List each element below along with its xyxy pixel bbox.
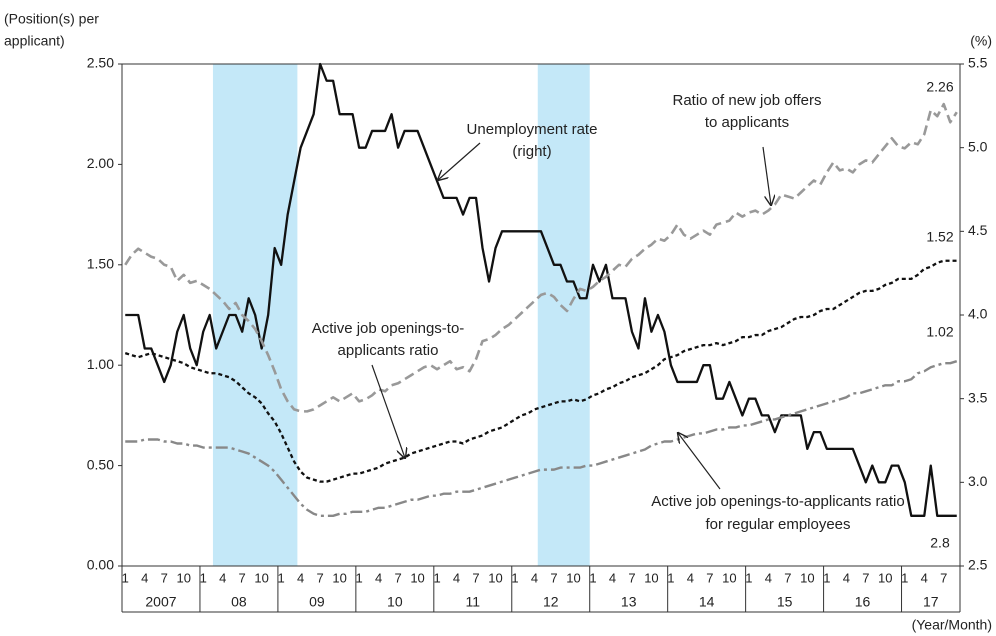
x-tick-label: 7 [317,570,324,585]
series-line [125,62,957,517]
series-annotation: Active job openings-to- [312,320,465,337]
series-line [125,360,958,517]
year-label: 15 [777,594,793,610]
y-tick-label: 2.50 [87,55,114,71]
y-tick-label: 0.50 [87,456,114,472]
y2-tick-label: 2.5 [968,557,988,573]
year-label: 08 [231,594,247,610]
x-tick-label: 10 [176,570,190,585]
y2-tick-label: 3.0 [968,473,988,489]
x-tick-label: 7 [706,570,713,585]
y2-tick-label: 5.5 [968,55,988,71]
annotation-arrow [678,433,721,490]
year-label: 12 [543,594,559,610]
x-tick-label: 7 [550,570,557,585]
y2-tick-label: 5.0 [968,138,988,154]
year-label: 2007 [145,594,176,610]
x-tick-label: 4 [765,570,772,585]
year-label: 13 [621,594,637,610]
end-value-label: 1.52 [926,229,953,245]
x-tick-label: 4 [453,570,460,585]
x-tick-label: 1 [433,570,440,585]
x-tick-label: 4 [687,570,694,585]
x-tick-label: 4 [531,570,538,585]
x-tick-label: 1 [901,570,908,585]
series-annotation: Ratio of new job offers [673,92,822,109]
year-label: 10 [387,594,403,610]
y2-tick-label: 4.0 [968,306,988,322]
annotation-arrow [438,142,481,180]
y-tick-label: 1.50 [87,256,114,272]
x-tick-label: 10 [488,570,502,585]
x-tick-label: 1 [200,570,207,585]
x-tick-label: 1 [823,570,830,585]
x-tick-label: 10 [332,570,346,585]
year-label: 09 [309,594,325,610]
series-line [124,102,958,413]
x-tick-label: 1 [278,570,285,585]
x-tick-label: 4 [141,570,148,585]
x-tick-label: 7 [628,570,635,585]
y2-axis-label: (%) [970,33,992,49]
end-value-label: 2.26 [926,79,953,95]
x-tick-label: 10 [722,570,736,585]
x-tick-label: 1 [511,570,518,585]
x-tick-label: 1 [667,570,674,585]
y-axis-label: applicant) [4,33,65,49]
series-annotation: to applicants [705,114,789,131]
x-tick-label: 10 [800,570,814,585]
x-tick-label: 10 [644,570,658,585]
recession-shade [537,64,590,566]
y-tick-label: 2.00 [87,155,114,171]
year-label: 16 [855,594,871,610]
x-tick-label: 7 [940,570,947,585]
y-tick-label: 1.00 [87,356,114,372]
x-tick-label: 10 [410,570,424,585]
x-tick-label: 1 [122,570,129,585]
x-tick-label: 4 [609,570,616,585]
x-axis-label: (Year/Month) [912,617,992,633]
x-tick-label: 1 [745,570,752,585]
x-tick-label: 7 [862,570,869,585]
annotation-arrow [371,364,405,458]
end-value-label: 2.8 [930,535,950,551]
y-tick-label: 0.00 [87,557,114,573]
y2-tick-label: 4.5 [968,222,988,238]
year-label: 17 [923,594,939,610]
year-label: 14 [699,594,715,610]
annotation-arrow [762,146,771,205]
series-annotation: (right) [512,143,551,160]
x-tick-label: 10 [878,570,892,585]
x-tick-label: 7 [472,570,479,585]
year-label: 11 [466,594,481,610]
x-tick-label: 4 [375,570,382,585]
x-tick-label: 10 [254,570,268,585]
series-annotation: applicants ratio [338,342,439,359]
end-value-label: 1.02 [926,324,953,340]
x-tick-label: 7 [394,570,401,585]
series-annotation: for regular employees [705,516,850,533]
x-tick-label: 4 [297,570,304,585]
x-tick-label: 4 [843,570,850,585]
x-tick-label: 1 [355,570,362,585]
x-tick-label: 4 [219,570,226,585]
x-tick-label: 7 [239,570,246,585]
y2-tick-label: 3.5 [968,389,988,405]
series-line [124,259,957,483]
series-annotation: Active job openings-to-applicants ratio [651,493,904,510]
x-tick-label: 10 [566,570,580,585]
x-tick-label: 7 [161,570,168,585]
x-tick-label: 7 [784,570,791,585]
series-annotation: Unemployment rate [467,121,598,138]
x-tick-label: 4 [921,570,928,585]
y-axis-label: (Position(s) per [4,11,99,27]
x-tick-label: 1 [589,570,596,585]
